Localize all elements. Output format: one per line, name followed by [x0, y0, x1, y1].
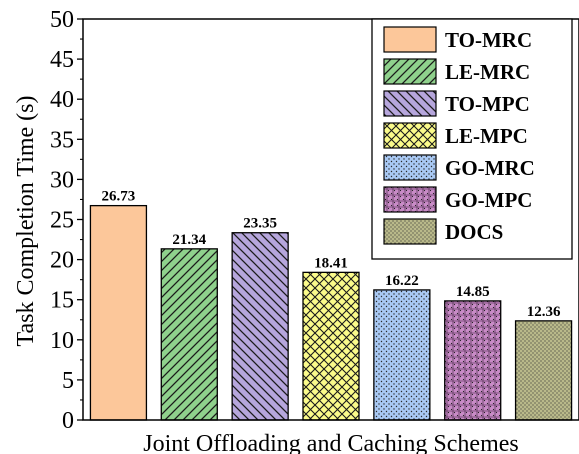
- y-tick-label: 35: [50, 127, 74, 153]
- legend-label-go-mrc: GO-MRC: [445, 156, 535, 180]
- legend-swatch-to-mrc: [383, 26, 437, 53]
- legend-label-docs: DOCS: [445, 220, 503, 244]
- legend-swatch-pattern-le-mpc: [384, 123, 436, 148]
- y-tick-label: 30: [50, 167, 74, 193]
- bar-pattern-go-mrc: [373, 289, 430, 420]
- bar-pattern-le-mrc: [161, 248, 218, 420]
- x-axis-title: Joint Offloading and Caching Schemes: [143, 431, 519, 454]
- legend-swatch-pattern-go-mpc: [384, 187, 436, 212]
- data-label-to-mrc: 26.73: [102, 189, 136, 205]
- legend-swatch-pattern-le-mrc: [384, 59, 436, 84]
- legend-swatch-pattern-go-mrc: [384, 155, 436, 180]
- legend-swatch-le-mpc: [383, 122, 437, 149]
- y-tick-label: 50: [50, 7, 74, 33]
- y-tick-label: 20: [50, 248, 74, 274]
- plot-frame: [82, 18, 579, 421]
- legend-label-to-mpc: TO-MPC: [445, 92, 530, 116]
- y-tick-label: 0: [62, 408, 74, 434]
- y-tick-label: 15: [50, 288, 74, 314]
- legend-swatch-docs: [383, 218, 437, 245]
- legend-swatch-bg-to-mrc: [384, 27, 436, 52]
- y-tick-label: 10: [50, 328, 74, 354]
- bar-bg-to-mrc: [90, 205, 147, 420]
- data-label-to-mpc: 23.35: [243, 216, 277, 232]
- bar-pattern-to-mpc: [232, 232, 289, 420]
- legend-swatch-le-mrc: [383, 58, 437, 85]
- legend: TO-MRC LE-MRC TO-MPC LE-MPC GO-MRC GO-MPC DOCS: [371, 18, 573, 260]
- legend-label-le-mpc: LE-MPC: [445, 124, 528, 148]
- y-tick-label: 5: [62, 368, 74, 394]
- legend-label-to-mrc: TO-MRC: [445, 28, 532, 52]
- data-label-go-mrc: 16.22: [385, 273, 419, 289]
- y-tick-label: 25: [50, 208, 74, 234]
- legend-label-le-mrc: LE-MRC: [445, 60, 530, 84]
- bar-pattern-le-mpc: [303, 272, 359, 420]
- legend-label-go-mpc: GO-MPC: [445, 188, 532, 212]
- data-label-go-mpc: 14.85: [456, 284, 490, 300]
- legend-swatch-go-mrc: [383, 154, 437, 181]
- bar-pattern-go-mpc: [444, 300, 501, 420]
- data-label-le-mpc: 18.41: [314, 255, 348, 271]
- bar-pattern-docs: [515, 320, 572, 420]
- y-axis-title: Task Completion Time (s): [13, 95, 39, 346]
- data-label-le-mrc: 21.34: [172, 232, 206, 248]
- legend-swatch-pattern-docs: [384, 219, 436, 244]
- y-tick-label: 40: [50, 87, 74, 113]
- legend-swatch-pattern-to-mpc: [384, 91, 436, 116]
- y-tick-label: 45: [50, 47, 74, 73]
- data-label-docs: 12.36: [527, 304, 561, 320]
- legend-swatch-go-mpc: [383, 186, 437, 213]
- legend-swatch-to-mpc: [383, 90, 437, 117]
